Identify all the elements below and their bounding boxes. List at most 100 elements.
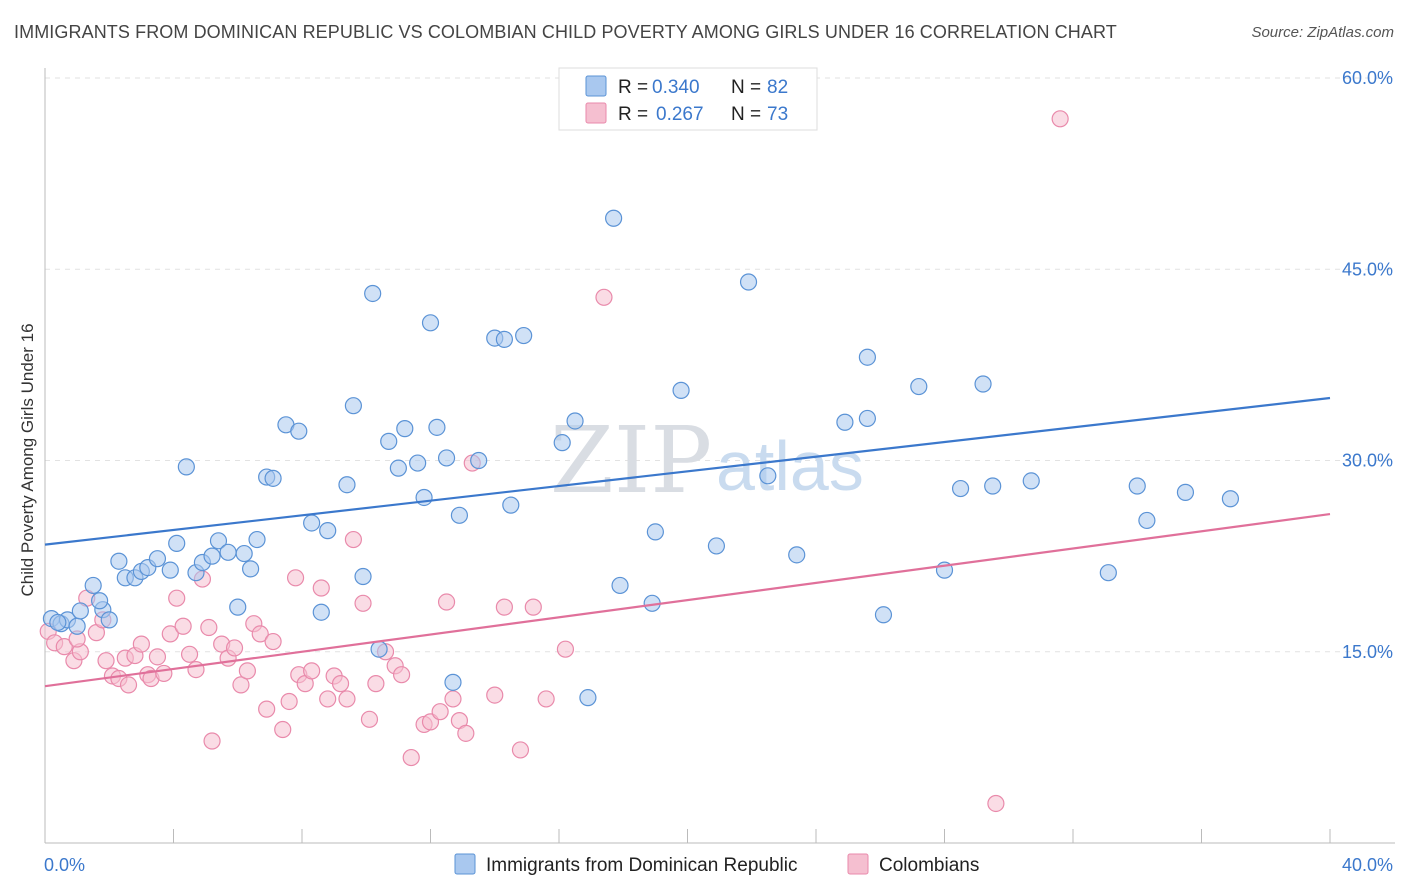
point-dominican xyxy=(312,603,330,621)
point-colombian xyxy=(232,676,250,694)
point-dominican xyxy=(235,544,253,563)
point-dominican xyxy=(788,546,806,564)
point-colombian xyxy=(203,732,221,750)
point-colombian xyxy=(486,686,504,704)
trend-line-dominican xyxy=(44,396,1331,546)
point-dominican xyxy=(203,547,221,565)
point-dominican xyxy=(389,459,407,477)
point-dominican xyxy=(71,602,89,620)
point-colombian xyxy=(155,664,173,683)
point-dominican xyxy=(168,534,186,552)
point-colombian xyxy=(457,724,475,742)
legend-n-label-1: N = xyxy=(731,77,761,98)
point-colombian xyxy=(595,288,613,306)
gridlines xyxy=(45,77,1395,653)
point-dominican xyxy=(264,469,282,487)
axes xyxy=(44,68,1395,844)
point-dominican xyxy=(290,422,308,440)
point-dominican xyxy=(91,592,109,610)
series-dominican-points xyxy=(42,209,1240,707)
point-colombian xyxy=(200,618,218,637)
point-dominican xyxy=(100,611,118,629)
point-dominican xyxy=(470,451,488,470)
point-dominican xyxy=(858,348,877,366)
chart-title: IMMIGRANTS FROM DOMINICAN REPUBLIC VS CO… xyxy=(14,22,1117,42)
point-colombian xyxy=(119,676,138,694)
point-dominican xyxy=(450,506,469,524)
point-dominican xyxy=(437,449,456,467)
point-colombian xyxy=(132,635,150,653)
legend-swatch-pink xyxy=(585,102,607,124)
point-dominican xyxy=(444,673,462,691)
point-dominican xyxy=(68,617,86,635)
point-colombian xyxy=(180,645,199,663)
point-dominican xyxy=(49,613,67,632)
source-label: Source: ZipAtlas.com xyxy=(1251,24,1394,41)
point-colombian xyxy=(1051,110,1069,128)
series-legend-swatch-blue xyxy=(454,853,476,875)
y-tick-labels: 15.0% 30.0% 45.0% 60.0% xyxy=(1342,68,1393,662)
point-colombian xyxy=(303,662,321,680)
point-dominican xyxy=(1022,472,1040,490)
legend-r-label-2: R = xyxy=(618,104,648,125)
point-dominican xyxy=(974,375,992,393)
point-dominican xyxy=(1128,477,1146,495)
point-dominican xyxy=(566,412,584,430)
point-colombian xyxy=(537,690,555,708)
point-colombian xyxy=(280,692,298,711)
point-colombian xyxy=(987,794,1005,813)
point-colombian xyxy=(225,639,244,657)
point-colombian xyxy=(187,660,205,679)
legend-r-label-1: R = xyxy=(618,77,648,98)
y-tick-label: 45.0% xyxy=(1342,259,1393,279)
point-colombian xyxy=(511,741,530,759)
point-dominican xyxy=(177,458,195,476)
series-colombians-points xyxy=(39,110,1069,813)
point-colombian xyxy=(367,675,385,693)
series-legend-label-1: Immigrants from Dominican Republic xyxy=(486,855,798,876)
watermark: ZIP atlas xyxy=(550,407,864,514)
point-dominican xyxy=(836,413,854,431)
point-dominican xyxy=(611,576,629,595)
point-colombian xyxy=(392,666,411,684)
point-colombian xyxy=(402,748,420,767)
point-dominican xyxy=(396,420,414,438)
y-tick-label: 15.0% xyxy=(1342,642,1393,662)
point-colombian xyxy=(360,710,379,728)
point-colombian xyxy=(524,598,542,616)
x-tick-label: 40.0% xyxy=(1342,855,1393,875)
point-dominican xyxy=(242,560,260,578)
legend-n-value-1: 82 xyxy=(767,77,788,98)
stats-legend: R = 0.340 N = 82 R = 0.267 N = 73 xyxy=(558,67,818,131)
point-colombian xyxy=(312,579,330,597)
legend-r-value-1: 0.340 xyxy=(652,77,700,98)
point-dominican xyxy=(502,496,520,514)
point-colombian xyxy=(258,700,276,718)
point-colombian xyxy=(437,593,456,611)
point-colombian xyxy=(148,648,167,666)
point-colombian xyxy=(174,617,192,635)
point-dominican xyxy=(338,476,356,494)
point-dominican xyxy=(984,477,1002,495)
point-dominican xyxy=(303,514,321,532)
series-legend-swatch-pink xyxy=(847,853,869,875)
point-dominican xyxy=(409,454,427,472)
point-dominican xyxy=(161,561,179,579)
point-dominican xyxy=(1221,490,1240,508)
point-dominican xyxy=(707,537,726,555)
point-colombian xyxy=(251,625,269,643)
x-tick-labels: 0.0% 40.0% xyxy=(44,855,1393,875)
point-dominican xyxy=(421,314,440,332)
point-colombian xyxy=(444,690,462,708)
point-colombian xyxy=(286,569,305,587)
point-colombian xyxy=(319,690,337,708)
legend-swatch-blue xyxy=(585,75,607,97)
point-dominican xyxy=(229,598,247,616)
x-tick-label: 0.0% xyxy=(44,855,85,875)
trend-lines xyxy=(44,396,1331,688)
point-dominican xyxy=(1176,483,1195,501)
point-dominican xyxy=(84,576,102,595)
point-dominican xyxy=(579,689,597,707)
point-dominican xyxy=(874,606,893,624)
